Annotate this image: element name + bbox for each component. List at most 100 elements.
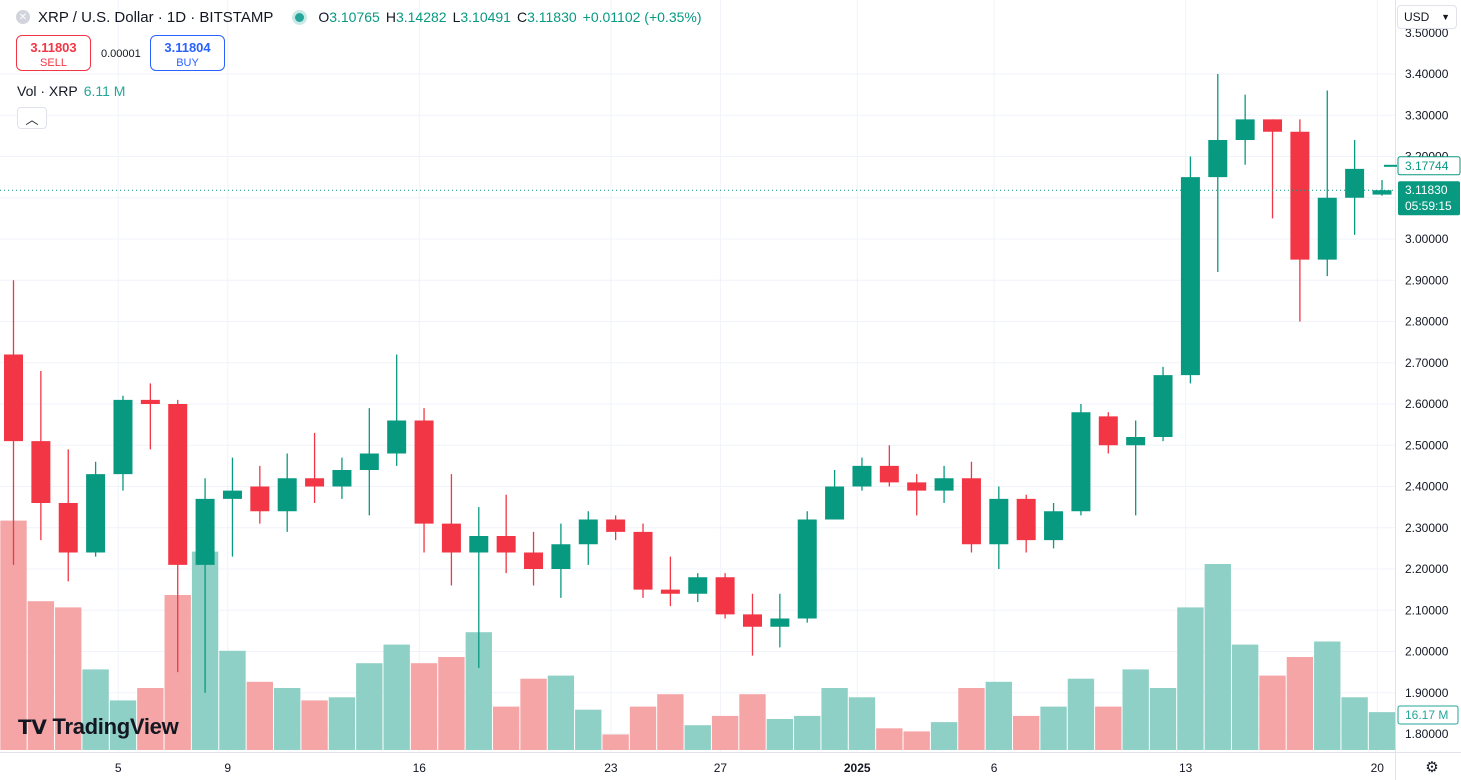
candle-body[interactable] <box>825 486 845 520</box>
candle-body[interactable] <box>387 420 407 454</box>
candle-body[interactable] <box>989 498 1009 545</box>
volume-legend: Vol · XRP 6.11 M <box>17 83 125 99</box>
candle-body[interactable] <box>441 523 461 553</box>
volume-bar <box>547 675 575 750</box>
volume-legend-label[interactable]: Vol · XRP <box>17 83 78 99</box>
candle-body[interactable] <box>1235 119 1255 140</box>
volume-bar <box>438 657 465 750</box>
candle-body[interactable] <box>660 589 680 594</box>
candle-body[interactable] <box>606 519 626 532</box>
volume-bar <box>137 688 164 750</box>
volume-bar <box>219 650 246 750</box>
collapse-legend-button[interactable]: ︿ <box>17 107 47 129</box>
candle-body[interactable] <box>852 465 872 487</box>
candle-body[interactable] <box>907 482 927 491</box>
currency-select[interactable]: USD ▼ <box>1397 5 1457 29</box>
candle-body[interactable] <box>1208 140 1228 178</box>
candle-body[interactable] <box>1317 197 1337 260</box>
y-tick-label: 3.40000 <box>1405 67 1449 81</box>
volume-bar <box>848 697 876 750</box>
candle-body[interactable] <box>551 544 571 569</box>
volume-bar <box>109 700 137 750</box>
volume-bar <box>876 728 903 750</box>
candle-body[interactable] <box>1372 190 1392 195</box>
candle-body[interactable] <box>1071 412 1091 512</box>
candle-body[interactable] <box>58 503 78 553</box>
volume-bar <box>739 694 766 750</box>
candle-body[interactable] <box>797 519 817 619</box>
candle-body[interactable] <box>140 399 160 404</box>
candle-body[interactable] <box>715 577 735 615</box>
candle-body[interactable] <box>4 354 23 442</box>
candle-body[interactable] <box>113 399 133 475</box>
x-tick-label: 13 <box>1179 761 1193 775</box>
tradingview-logo[interactable]: 𝗧𝗩 TradingView <box>18 714 179 740</box>
candle-body[interactable] <box>688 577 708 594</box>
candle-body[interactable] <box>1345 168 1365 198</box>
candle-body[interactable] <box>633 531 653 590</box>
low-value: 3.10491 <box>460 9 511 25</box>
y-tick-label: 3.50000 <box>1405 26 1449 40</box>
low-label: L <box>452 9 461 25</box>
candle-body[interactable] <box>86 474 106 553</box>
volume-bar <box>903 731 930 750</box>
y-tick-label: 3.30000 <box>1405 108 1449 122</box>
candle-body[interactable] <box>496 536 516 553</box>
volume-bar <box>1259 675 1286 750</box>
volume-legend-value: 6.11 M <box>83 83 126 99</box>
candle-body[interactable] <box>469 536 489 553</box>
volume-bar <box>1040 706 1067 750</box>
x-tick-label: 5 <box>115 761 122 775</box>
volume-bar <box>930 722 958 750</box>
candle-body[interactable] <box>961 478 981 545</box>
candle-body[interactable] <box>1126 437 1146 446</box>
candle-body[interactable] <box>250 486 270 512</box>
candle-body[interactable] <box>195 498 215 565</box>
y-tick-label: 2.80000 <box>1405 315 1449 329</box>
candle-body[interactable] <box>578 519 598 545</box>
candle-body[interactable] <box>1098 416 1118 446</box>
volume-bar <box>383 644 410 750</box>
candle-body[interactable] <box>1180 177 1200 376</box>
close-label: C <box>516 9 528 25</box>
candle-body[interactable] <box>305 478 325 487</box>
candle-body[interactable] <box>1016 498 1036 541</box>
close-value: 3.11830 <box>527 9 577 25</box>
buy-button[interactable]: 3.11804 BUY <box>150 35 225 71</box>
xrp-symbol-icon[interactable]: ✕ <box>16 10 30 24</box>
candle-body[interactable] <box>332 470 352 487</box>
volume-bar <box>274 688 301 750</box>
candle-body[interactable] <box>168 404 188 565</box>
candle-body[interactable] <box>359 453 379 471</box>
y-tick-label: 2.10000 <box>1405 603 1449 617</box>
symbol-title[interactable]: XRP / U.S. Dollar · 1D · BITSTAMP <box>38 8 274 26</box>
volume-bar <box>1122 669 1149 750</box>
volume-bar <box>410 663 438 750</box>
candle-body[interactable] <box>414 420 434 524</box>
last-price-text: 3.11830 <box>1405 183 1448 197</box>
candle-body[interactable] <box>1290 131 1310 260</box>
x-tick-label: 6 <box>991 761 998 775</box>
sell-button[interactable]: 3.11803 SELL <box>16 35 91 71</box>
candle-body[interactable] <box>1153 375 1173 437</box>
volume-bar <box>711 715 739 750</box>
sell-label: SELL <box>40 57 67 69</box>
volume-bar <box>1067 678 1095 750</box>
y-tick-label: 2.40000 <box>1405 480 1449 494</box>
candle-body[interactable] <box>277 478 297 512</box>
candle-body[interactable] <box>742 614 762 627</box>
candle-body[interactable] <box>879 465 899 483</box>
candle-body[interactable] <box>934 478 954 491</box>
candle-body[interactable] <box>1263 119 1283 132</box>
volume-bar <box>520 678 547 750</box>
candle-body[interactable] <box>770 618 790 627</box>
candle-body[interactable] <box>31 441 51 503</box>
y-tick-label: 2.90000 <box>1405 273 1449 287</box>
candle-body[interactable] <box>524 552 544 570</box>
y-tick-label: 2.50000 <box>1405 438 1449 452</box>
last-price-tag <box>1398 181 1460 216</box>
gear-icon[interactable]: ⚙ <box>1425 759 1439 776</box>
candle-body[interactable] <box>222 490 242 499</box>
candle-body[interactable] <box>1044 511 1064 541</box>
